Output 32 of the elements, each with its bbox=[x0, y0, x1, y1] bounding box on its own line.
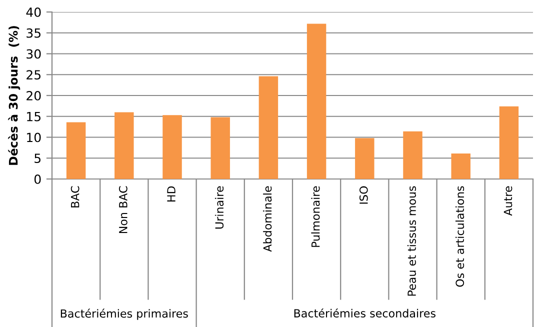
bar bbox=[258, 76, 278, 179]
text: Bactériémies secondaires bbox=[294, 308, 436, 318]
bar bbox=[66, 122, 86, 179]
y-tick-label: 25 bbox=[26, 70, 40, 80]
x-tick-label: Non BAC bbox=[118, 186, 128, 234]
bar bbox=[306, 24, 326, 179]
y-tick-label: 5 bbox=[34, 154, 40, 164]
y-tick-label: 35 bbox=[26, 28, 40, 38]
x-tick-label: ISO bbox=[359, 186, 368, 204]
bar bbox=[403, 131, 422, 179]
x-tick-label: Os et articulations bbox=[455, 186, 464, 287]
x-tick-label: BAC bbox=[70, 186, 80, 208]
x-tick-label: Urinaire bbox=[214, 186, 224, 229]
text: Bactériémies primaires bbox=[60, 308, 188, 320]
x-tick-label: HD bbox=[167, 186, 176, 202]
x-tick-label: Pulmonaire bbox=[311, 186, 320, 247]
bar bbox=[114, 112, 134, 179]
y-tick-label: 40 bbox=[26, 7, 41, 17]
x-tick-label: Autre bbox=[504, 186, 512, 216]
y-tick-label: 10 bbox=[27, 132, 41, 142]
x-tick-label: Peau et tissus mous bbox=[407, 186, 416, 296]
y-tick-label: 30 bbox=[26, 49, 41, 59]
y-tick-label: 0 bbox=[34, 174, 41, 184]
bar bbox=[451, 154, 470, 179]
bar bbox=[162, 115, 182, 179]
bar bbox=[355, 138, 374, 179]
y-axis-title: Décès à 30 jours (%) bbox=[8, 26, 20, 165]
y-tick-label: 15 bbox=[27, 112, 40, 122]
bar bbox=[210, 117, 230, 179]
x-tick-label: Abdominale bbox=[263, 186, 272, 252]
bar bbox=[499, 106, 519, 179]
y-tick-label: 20 bbox=[26, 90, 41, 100]
